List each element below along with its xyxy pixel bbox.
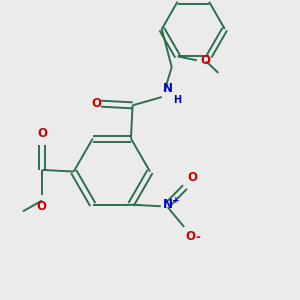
Text: N: N [163,82,173,95]
Text: O: O [187,171,197,184]
Text: -: - [195,231,200,244]
Text: O: O [37,200,46,213]
Text: O: O [200,54,210,67]
Text: O: O [37,128,47,140]
Text: N: N [162,198,172,212]
Text: O: O [92,97,101,110]
Text: H: H [173,95,181,105]
Text: +: + [172,196,179,206]
Text: O: O [186,230,196,243]
